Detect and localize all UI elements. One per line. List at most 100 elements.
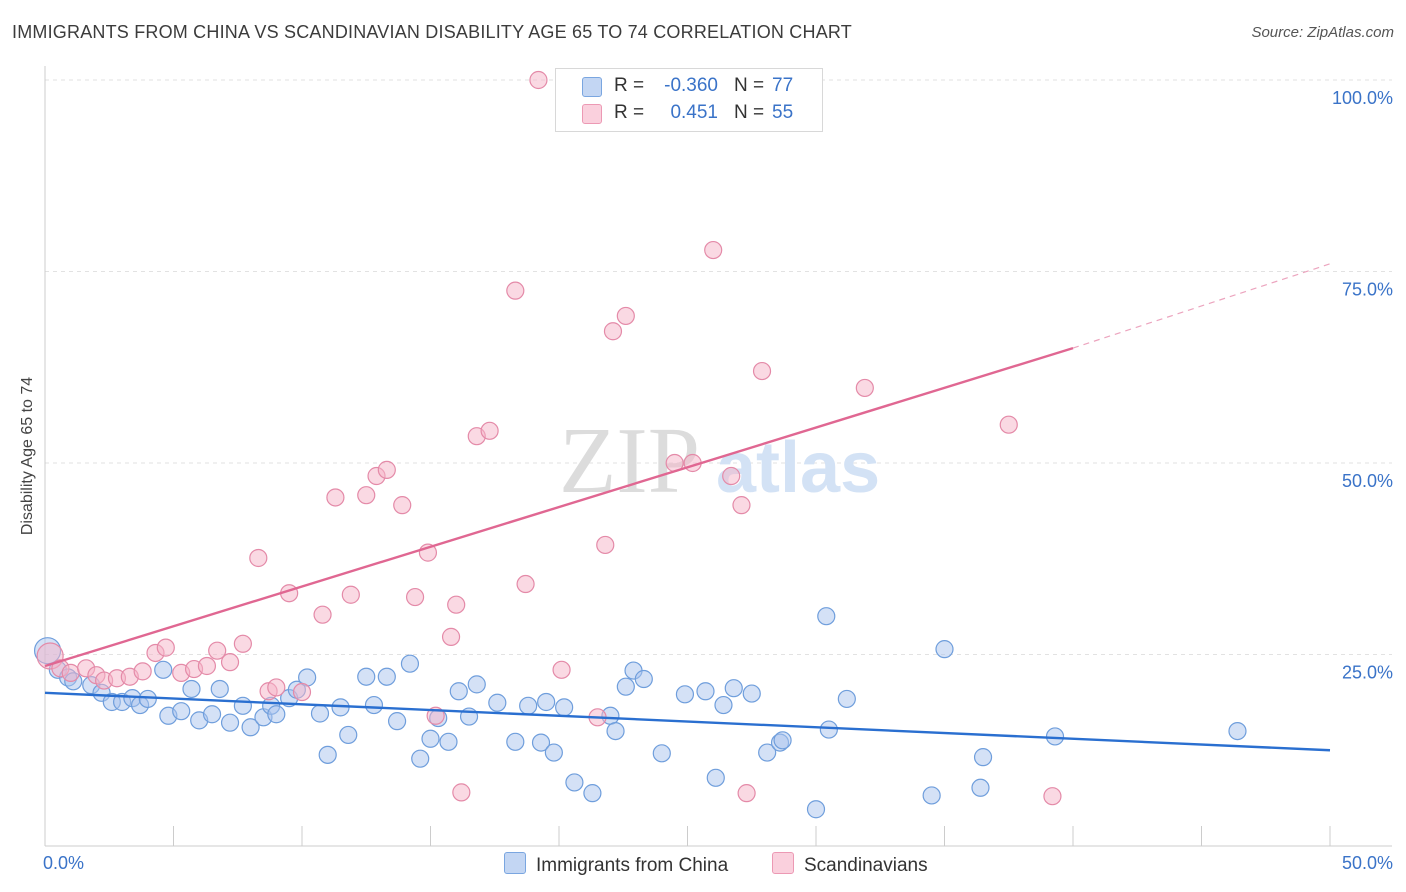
- r-value: 0.451: [670, 102, 718, 123]
- n-label: N =: [734, 75, 765, 96]
- scandinavian-point: [61, 663, 80, 682]
- china-point: [565, 773, 584, 792]
- scandinavian-point: [732, 496, 751, 515]
- legend-item-scandinavians[interactable]: Scandinavians: [772, 852, 928, 877]
- scandinavian-point: [506, 281, 525, 300]
- china-point: [973, 748, 993, 767]
- scandinavian-point: [267, 678, 286, 697]
- scandinavian-point: [552, 660, 571, 679]
- scandinavian-point: [616, 306, 635, 326]
- china-point: [318, 745, 337, 764]
- china-point: [377, 667, 396, 686]
- r-value: -0.360: [664, 75, 718, 96]
- scandinavian-trend-extension: [1072, 263, 1331, 349]
- china-point: [806, 800, 826, 819]
- china-point: [519, 696, 538, 715]
- china-point: [971, 778, 990, 797]
- scandinavian-point: [377, 460, 396, 479]
- china-trend-line: [44, 691, 1331, 752]
- scandinavian-point: [603, 322, 623, 341]
- source-credit: Source: ZipAtlas.com: [1251, 24, 1394, 41]
- china-point: [172, 702, 191, 721]
- china-point: [357, 667, 376, 686]
- scandinavian-point: [529, 70, 548, 90]
- n-value: 77: [772, 75, 794, 96]
- stats-row-scandinavian: R = 0.451 N = 55: [556, 102, 822, 128]
- china-point: [310, 704, 330, 723]
- stats-row-china: R = -0.360 N = 77: [556, 75, 822, 101]
- scandinavian-point: [1043, 787, 1062, 806]
- china-point: [488, 693, 507, 712]
- scandinavian-point: [480, 421, 499, 440]
- china-point: [706, 768, 725, 787]
- x-tick-label-max: 50.0%: [1342, 853, 1393, 873]
- china-legend-swatch: [504, 852, 526, 874]
- n-value: 55: [772, 102, 794, 123]
- scandinavian-point: [208, 641, 227, 660]
- scandinavian-point: [855, 378, 874, 398]
- china-point: [467, 675, 486, 694]
- china-point: [1045, 727, 1065, 746]
- scandinavian-swatch: [582, 104, 602, 124]
- china-point: [616, 677, 635, 696]
- scandinavian-point: [249, 548, 268, 568]
- legend-label-scandinavians: Scandinavians: [804, 855, 928, 876]
- china-point: [935, 640, 954, 659]
- china-point: [220, 713, 240, 732]
- china-point: [387, 712, 407, 731]
- china-point: [606, 721, 625, 741]
- china-point: [555, 698, 574, 717]
- legend-item-china[interactable]: Immigrants from China: [504, 852, 728, 877]
- china-point: [421, 729, 440, 748]
- china-point: [241, 718, 260, 737]
- data-points: [33, 70, 1247, 819]
- scandinavian-point: [704, 240, 723, 260]
- scandinavian-point: [405, 587, 425, 607]
- correlation-stats-box: R = -0.360 N = 77 R = 0.451 N = 55: [555, 68, 823, 132]
- china-point: [714, 695, 733, 715]
- n-label: N =: [734, 102, 765, 123]
- tick-labels: 25.0% 50.0% 75.0% 100.0% 0.0% 50.0%: [43, 88, 1393, 873]
- scandinavian-point: [220, 653, 240, 672]
- china-point: [583, 784, 602, 803]
- scandinavian-point: [447, 595, 466, 614]
- legend-label-china: Immigrants from China: [536, 855, 729, 876]
- scandinavian-point: [133, 662, 152, 681]
- scandinavian-point: [313, 605, 332, 624]
- gridlines: [45, 79, 1392, 655]
- china-point: [449, 682, 468, 701]
- china-point: [724, 679, 743, 698]
- scandinavian-point: [999, 415, 1018, 434]
- china-point: [634, 669, 653, 689]
- scandinavian-point: [393, 496, 412, 515]
- scandinavian-point: [516, 574, 535, 594]
- china-point: [652, 744, 671, 763]
- china-point: [233, 696, 252, 715]
- china-point: [675, 685, 695, 704]
- china-point: [364, 695, 384, 715]
- china-point: [1228, 721, 1247, 741]
- china-point: [544, 743, 563, 762]
- china-point: [138, 689, 157, 709]
- y-tick-label: 75.0%: [1342, 280, 1393, 300]
- scandinavian-point: [341, 585, 360, 604]
- chart-title: IMMIGRANTS FROM CHINA VS SCANDINAVIAN DI…: [12, 22, 852, 42]
- china-point: [506, 732, 525, 751]
- china-point: [819, 720, 838, 739]
- axes: [44, 66, 1392, 847]
- china-point: [922, 786, 941, 805]
- scandinavian-legend-swatch: [772, 852, 794, 874]
- china-point: [837, 689, 856, 709]
- scandinavian-point: [452, 783, 471, 802]
- scandinavian-point: [156, 638, 175, 657]
- china-point: [339, 725, 358, 745]
- china-point: [742, 684, 761, 703]
- china-point: [531, 733, 551, 752]
- scandinavian-point: [752, 361, 772, 381]
- scandinavian-trend-line: [44, 346, 1074, 668]
- scandinavian-point: [357, 486, 376, 505]
- china-point: [210, 679, 229, 699]
- scandinavian-point: [233, 634, 252, 653]
- r-label: R =: [614, 75, 645, 96]
